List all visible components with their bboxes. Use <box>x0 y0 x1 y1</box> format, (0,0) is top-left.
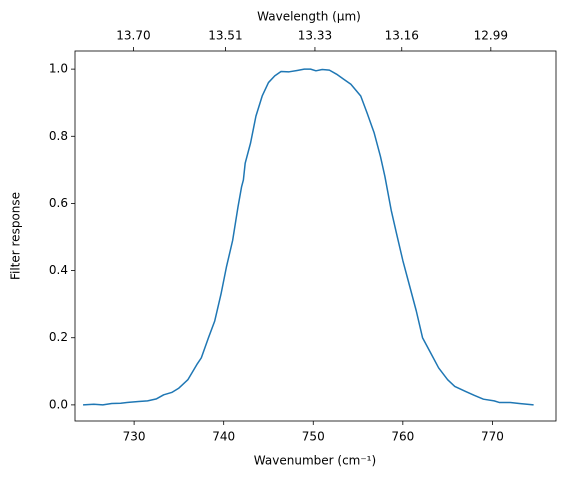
y-tick-label: 0.6 <box>49 196 68 210</box>
x2-tick-label: 13.70 <box>116 29 150 43</box>
x-tick-label: 770 <box>481 430 504 444</box>
y-tick-label: 0.0 <box>49 397 68 411</box>
y-axis-label: Filter response <box>9 192 23 280</box>
y-tick-label: 0.8 <box>49 129 68 143</box>
x-tick-label: 760 <box>391 430 414 444</box>
x2-axis-label: Wavelength (μm) <box>257 10 361 24</box>
x2-tick-label: 13.33 <box>298 29 332 43</box>
data-line <box>83 68 534 406</box>
x2-tick-label: 13.16 <box>385 29 419 43</box>
x-axis-label: Wavenumber (cm⁻¹) <box>254 454 376 468</box>
x-tick-label: 730 <box>123 430 146 444</box>
x2-tick-label: 13.51 <box>208 29 242 43</box>
y-tick-label: 1.0 <box>49 62 68 76</box>
x-tick-label: 740 <box>212 430 235 444</box>
x2-tick-label: 12.99 <box>474 29 508 43</box>
y-tick-label: 0.4 <box>49 263 68 277</box>
x-tick-label: 750 <box>302 430 325 444</box>
y-tick-label: 0.2 <box>49 330 68 344</box>
axes-frame <box>74 50 557 422</box>
